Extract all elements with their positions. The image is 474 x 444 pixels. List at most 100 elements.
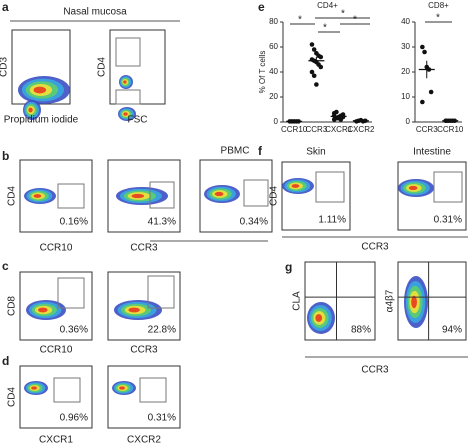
plot-title: Skin — [306, 147, 325, 158]
point — [309, 69, 315, 75]
percent-label: 0.31% — [148, 413, 176, 424]
y-tick-label: 80 — [269, 17, 278, 26]
density — [408, 185, 418, 191]
density — [315, 314, 323, 322]
point — [340, 114, 346, 120]
y-label: CD8 — [7, 296, 18, 316]
density — [119, 386, 125, 390]
percent-label: 41.3% — [148, 217, 176, 228]
x-tick-label: CCR3 — [305, 125, 327, 134]
x-label: CCR3 — [361, 242, 389, 253]
y-label: % Of T cells — [258, 51, 267, 94]
significance: * — [353, 15, 357, 26]
group-label: PBMC — [221, 146, 250, 157]
y-tick-label: 60 — [269, 42, 278, 51]
significance: * — [323, 23, 327, 34]
point — [334, 109, 339, 115]
y-tick-label: 20 — [269, 92, 278, 101]
x-label: Propidium iodide — [4, 115, 79, 126]
gate — [53, 377, 81, 403]
y-label: CD4 — [269, 186, 280, 206]
significance: * — [341, 9, 345, 20]
plot-frame — [109, 29, 166, 105]
x-label: CCR10 — [40, 345, 73, 356]
gate — [147, 275, 175, 309]
point — [420, 99, 425, 105]
panel-label: e — [258, 0, 265, 14]
x-label: FSC — [128, 115, 148, 126]
gate — [115, 37, 141, 67]
x-tick-label: CXCR2 — [347, 125, 375, 134]
y-tick-label: 0 — [274, 117, 279, 126]
panel-label: g — [285, 260, 292, 274]
density — [131, 193, 145, 199]
percent-label: 0.36% — [60, 325, 88, 336]
gate — [315, 171, 345, 203]
gate — [57, 277, 85, 309]
density — [411, 295, 417, 309]
density — [33, 86, 47, 94]
point — [318, 64, 324, 70]
y-label: α4β7 — [385, 289, 396, 312]
density — [123, 112, 128, 116]
panel-label: a — [2, 0, 9, 14]
y-tick-label: 20 — [401, 67, 410, 76]
y-tick-label: 40 — [401, 17, 410, 26]
gate — [433, 171, 463, 203]
y-label: CLA — [292, 291, 303, 311]
density — [28, 107, 33, 113]
point — [422, 49, 427, 55]
point — [311, 47, 317, 52]
panel-label: b — [2, 149, 9, 163]
gate — [57, 183, 85, 209]
point — [318, 54, 324, 60]
percent-label: 22.8% — [148, 325, 176, 336]
percent-label: 0.31% — [434, 215, 462, 226]
point — [309, 42, 315, 47]
point — [331, 113, 337, 119]
x-label: CCR3 — [130, 243, 158, 254]
density — [291, 184, 300, 188]
y-tick-label: 10 — [401, 92, 410, 101]
x-tick-label: CXCR1 — [325, 125, 353, 134]
x-label: CCR10 — [40, 243, 73, 254]
x-tick-label: CCR10 — [437, 125, 464, 134]
density — [123, 80, 127, 84]
x-tick-label: CCR3 — [416, 125, 438, 134]
chart-title: CD8+ — [428, 1, 449, 10]
y-label: CD4 — [7, 387, 18, 407]
panel-label: c — [2, 259, 9, 273]
point — [314, 82, 319, 87]
point — [428, 89, 434, 95]
plot-title: Intestine — [413, 147, 451, 158]
significance: * — [298, 15, 302, 26]
plot-frame — [107, 365, 181, 429]
density — [33, 194, 42, 198]
y-tick-label: 40 — [269, 67, 278, 76]
y-tick-label: 0 — [406, 117, 411, 126]
density — [128, 307, 140, 313]
gate — [115, 89, 141, 105]
density — [31, 386, 37, 390]
point — [420, 44, 425, 50]
percent-label: 0.16% — [60, 217, 88, 228]
y-tick-label: 30 — [401, 42, 410, 51]
x-label: CXCR1 — [39, 435, 73, 444]
percent-label: 0.34% — [240, 217, 268, 228]
significance: * — [436, 13, 440, 24]
density — [38, 307, 48, 313]
panel-label: d — [2, 354, 9, 368]
density — [214, 191, 224, 197]
x-label: CXCR2 — [127, 435, 161, 444]
gate — [243, 179, 269, 207]
gate — [149, 181, 175, 209]
percent-label: 94% — [442, 325, 462, 336]
gate — [139, 377, 167, 403]
percent-label: 0.96% — [60, 413, 88, 424]
y-label: CD3 — [0, 57, 10, 77]
percent-label: 88% — [351, 325, 371, 336]
chart-title: CD4+ — [317, 1, 338, 10]
percent-label: 1.11% — [318, 215, 346, 226]
y-label: CD4 — [97, 57, 108, 77]
